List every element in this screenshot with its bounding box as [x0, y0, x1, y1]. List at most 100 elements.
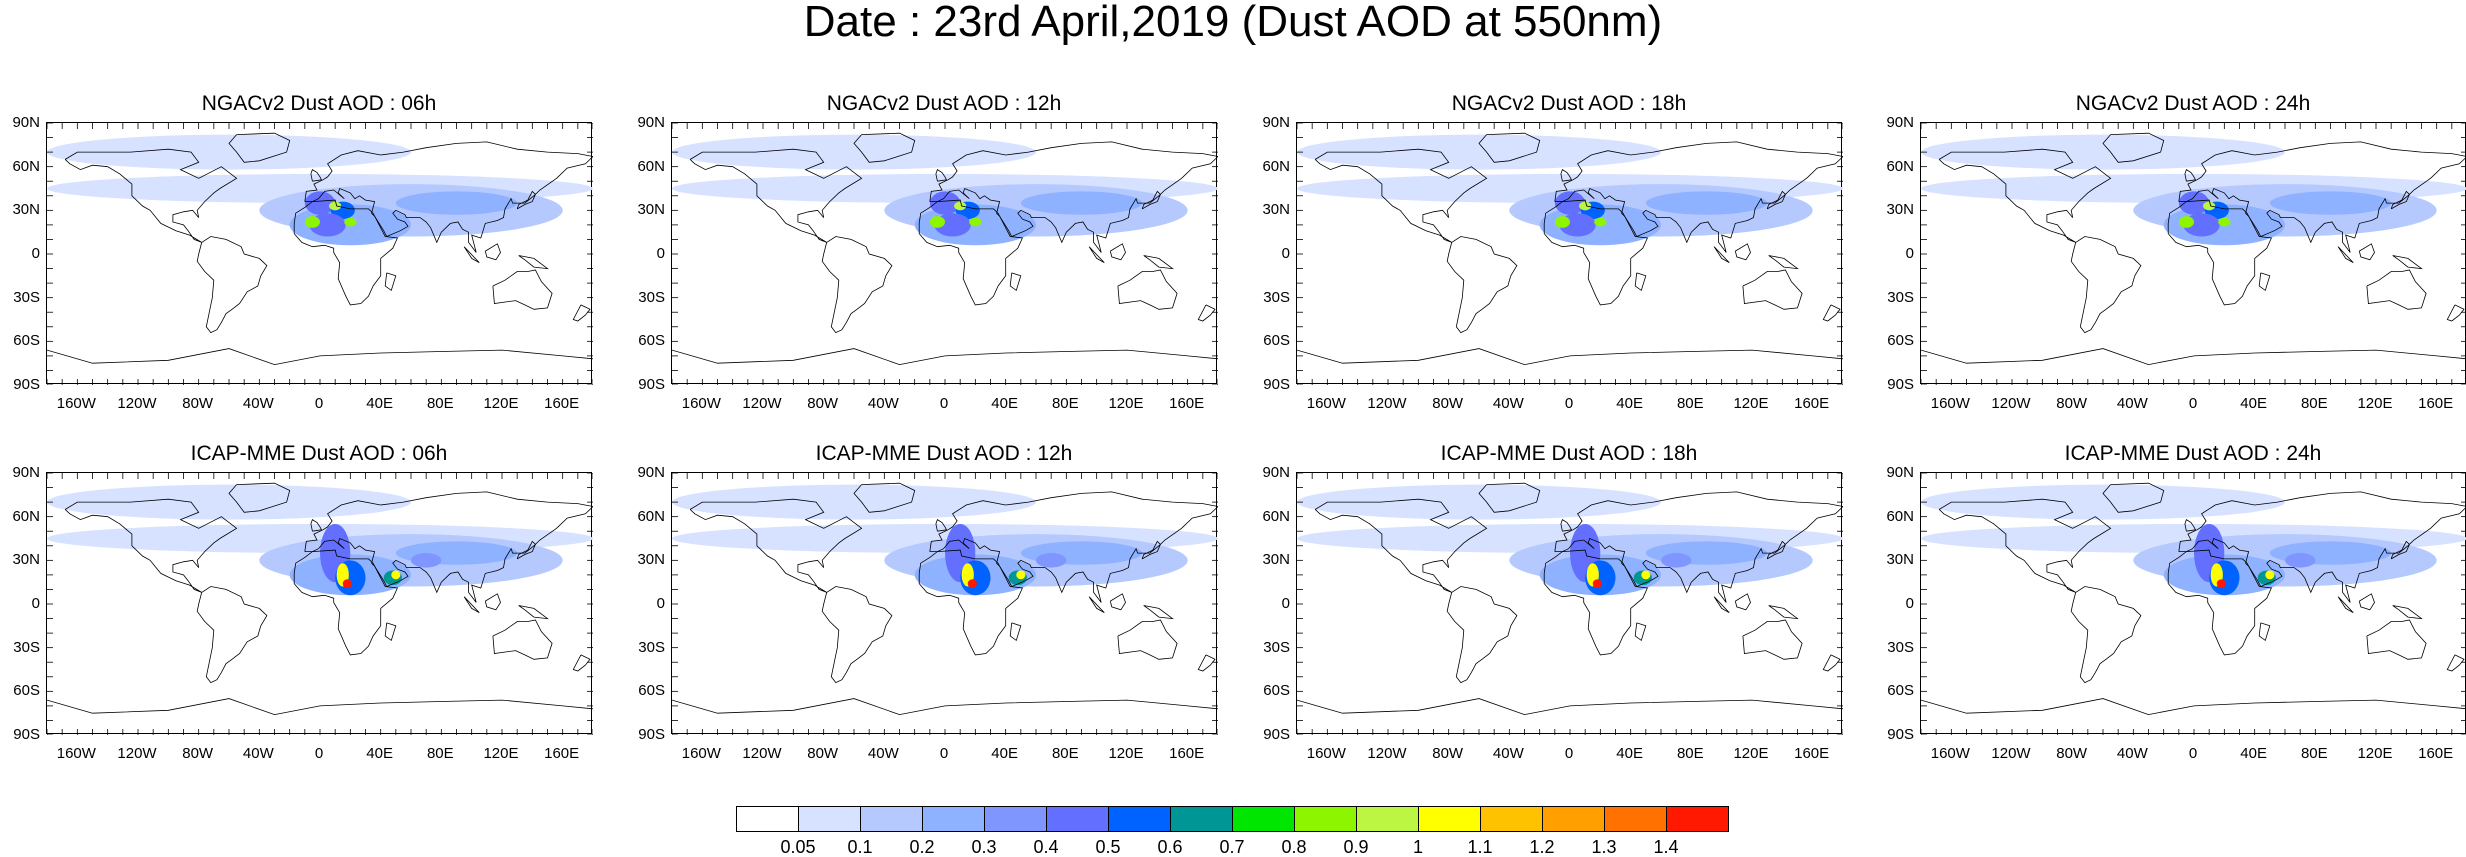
lat-label: 90N — [637, 464, 665, 481]
aod-field — [1661, 553, 1692, 568]
coastline — [2184, 168, 2197, 182]
aod-field — [1554, 191, 1586, 215]
main-title: Date : 23rd April,2019 (Dust AOD at 550n… — [803, 0, 1663, 46]
coastline — [1141, 190, 1161, 210]
lat-label: 90S — [638, 376, 665, 393]
coastline — [228, 132, 291, 163]
coastline — [1117, 269, 1178, 310]
map-panel: ICAP-MME Dust AOD : 18h 90N 60N 30N 0 30S 60S 9… — [1250, 442, 1880, 772]
lat-label: 60N — [637, 157, 665, 175]
coastline — [689, 498, 863, 593]
lon-label: 160E — [1794, 745, 1830, 762]
coastline — [304, 491, 593, 603]
coastline — [2167, 549, 2272, 656]
lat-label: 0 — [1281, 245, 1290, 262]
aod-field — [1036, 553, 1067, 568]
colorbar-label: 0.6 — [1157, 837, 1183, 857]
lon-label: 80E — [1676, 395, 1704, 412]
lat-label: 0 — [1905, 595, 1914, 612]
colorbar-label: 1.4 — [1653, 837, 1679, 857]
coastline — [935, 168, 948, 182]
coastline — [1766, 190, 1786, 210]
lat-label: 60S — [638, 332, 665, 350]
aod-field — [1016, 570, 1026, 580]
lat-label: 30N — [12, 201, 40, 219]
coastline — [1554, 141, 1843, 253]
aod-field — [2203, 201, 2216, 211]
colorbar-swatch — [860, 806, 923, 832]
coastline — [463, 596, 480, 614]
aod-field — [2285, 553, 2316, 568]
lat-label: 30S — [1887, 638, 1914, 656]
aod-field — [2178, 191, 2210, 215]
lon-label: 80W — [2056, 395, 2088, 412]
coastline — [929, 491, 1218, 603]
coastline — [64, 498, 238, 593]
colorbar-label: 1.2 — [1529, 837, 1555, 857]
lon-label: 0 — [939, 745, 949, 762]
coastline — [64, 148, 238, 243]
coastline — [1921, 698, 2466, 716]
lat-label: 60N — [1262, 157, 1290, 175]
lon-label: 120E — [1108, 395, 1144, 412]
coastline — [2358, 243, 2375, 261]
colorbar-label: 0.05 — [780, 837, 816, 857]
coastline — [1938, 148, 2112, 243]
coastline — [1713, 246, 1730, 264]
lon-label: 120W — [742, 745, 782, 762]
lon-label: 120W — [117, 745, 157, 762]
aod-field — [967, 579, 977, 588]
lon-label: 160W — [1306, 745, 1346, 762]
lat-label: 30S — [1263, 288, 1290, 306]
lon-label: 40W — [2116, 745, 2148, 762]
lon-label: 120E — [2357, 745, 2393, 762]
lat-label: 0 — [31, 595, 40, 612]
lon-label: 160E — [2418, 745, 2454, 762]
coastline — [2337, 246, 2354, 264]
aod-field — [929, 216, 945, 228]
aod-field — [929, 191, 961, 215]
lon-label: 0 — [939, 395, 949, 412]
lon-label: 40W — [867, 745, 899, 762]
map-panel: ICAP-MME Dust AOD : 24h 90N 60N 30N 0 30S 60S 9… — [1874, 442, 2466, 772]
coastline — [293, 199, 398, 306]
lat-label: 90N — [12, 464, 40, 481]
lat-label: 90S — [1887, 376, 1914, 393]
aod-field — [1594, 217, 1607, 227]
coastline — [463, 246, 480, 264]
colorbar-swatch — [1232, 806, 1295, 832]
coastline — [853, 132, 916, 163]
lon-label: 80W — [1432, 745, 1464, 762]
colorbar-swatch — [1480, 806, 1543, 832]
colorbar-swatch — [1604, 806, 1667, 832]
lat-label: 30N — [637, 551, 665, 569]
aod-field — [391, 570, 401, 580]
lon-label: 160E — [1169, 745, 1205, 762]
coastline — [304, 141, 593, 253]
lon-label: 80E — [1051, 745, 1079, 762]
lat-label: 0 — [1905, 245, 1914, 262]
lon-label: 160W — [1930, 745, 1970, 762]
coastline — [384, 622, 397, 642]
aod-field — [1297, 484, 1661, 520]
coastline — [1141, 540, 1161, 560]
coastline — [853, 482, 916, 513]
aod-field — [329, 201, 342, 211]
coastline — [1634, 622, 1647, 642]
coastline — [821, 586, 893, 684]
aod-field — [969, 217, 982, 227]
lat-label: 30S — [638, 288, 665, 306]
lat-label: 60S — [13, 682, 40, 700]
coastline — [2184, 518, 2197, 532]
lat-label: 0 — [656, 595, 665, 612]
lat-label: 30N — [637, 201, 665, 219]
aod-field — [1921, 134, 2285, 170]
coastline — [2358, 593, 2375, 611]
colorbar-label: 0.3 — [971, 837, 997, 857]
lon-label: 0 — [1564, 745, 1574, 762]
map-canvas — [672, 473, 1218, 735]
coastline — [1297, 348, 1843, 366]
lat-label: 90S — [1887, 726, 1914, 743]
coastline — [1143, 255, 1174, 270]
panel-title: NGACv2 Dust AOD : 12h — [826, 92, 1062, 115]
